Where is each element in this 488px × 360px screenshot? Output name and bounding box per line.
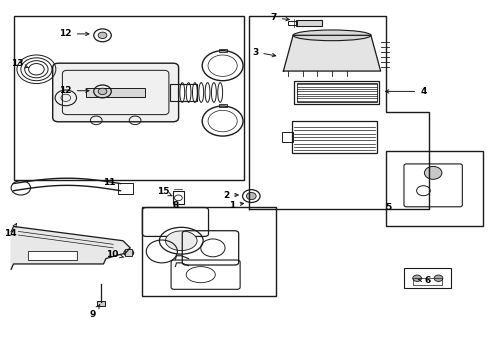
Text: 14: 14 — [4, 224, 17, 238]
Bar — [170, 84, 197, 102]
Bar — [218, 49, 226, 52]
Text: 10: 10 — [106, 250, 123, 259]
Text: 5: 5 — [385, 203, 391, 212]
Bar — [125, 249, 132, 256]
Circle shape — [424, 166, 441, 179]
Circle shape — [433, 275, 442, 282]
Text: 4: 4 — [385, 87, 426, 96]
Text: 13: 13 — [11, 59, 29, 68]
Bar — [294, 81, 379, 104]
Bar — [118, 183, 132, 194]
Bar — [385, 152, 482, 226]
Circle shape — [246, 193, 256, 200]
Text: 6: 6 — [417, 276, 429, 285]
Bar — [142, 207, 276, 296]
Bar — [14, 16, 244, 180]
Text: 3: 3 — [251, 48, 275, 57]
Bar — [404, 268, 450, 288]
Text: 7: 7 — [270, 13, 289, 22]
Text: 12: 12 — [59, 30, 89, 39]
Text: 2: 2 — [223, 190, 238, 199]
Bar — [297, 83, 376, 102]
Bar — [97, 301, 105, 306]
Circle shape — [98, 32, 107, 39]
Bar — [218, 104, 226, 108]
Bar — [28, 251, 77, 260]
Bar — [291, 121, 376, 153]
Text: 1: 1 — [228, 201, 243, 210]
FancyBboxPatch shape — [53, 63, 178, 122]
Bar — [287, 21, 296, 24]
Text: 12: 12 — [59, 86, 89, 95]
Text: 9: 9 — [89, 305, 100, 319]
Polygon shape — [11, 226, 130, 269]
Polygon shape — [283, 35, 380, 71]
Text: 8: 8 — [172, 201, 178, 210]
Ellipse shape — [165, 231, 197, 251]
Text: 11: 11 — [103, 177, 115, 186]
Bar — [412, 278, 442, 285]
Bar — [295, 20, 322, 26]
Circle shape — [412, 275, 421, 282]
Bar — [86, 88, 144, 97]
Bar — [282, 132, 292, 143]
Bar — [172, 191, 184, 203]
Circle shape — [98, 88, 107, 95]
Ellipse shape — [292, 30, 370, 41]
Text: 15: 15 — [156, 187, 172, 196]
